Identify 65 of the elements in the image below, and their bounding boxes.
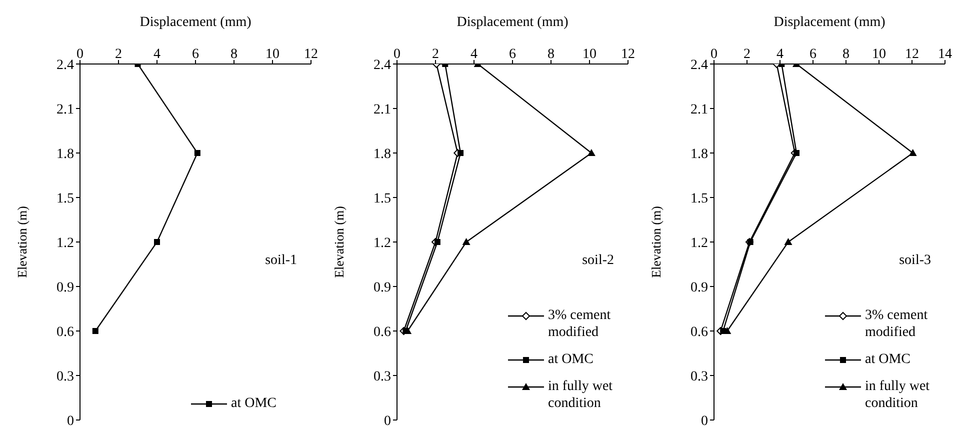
x-tick-label: 4 — [776, 47, 784, 62]
x-tick-label: 0 — [710, 47, 718, 62]
legend-label: in fully wet condition — [865, 378, 931, 412]
y-tick-label: 2.1 — [56, 102, 74, 118]
y-tick-label: 0.6 — [374, 324, 391, 340]
x-tick-label: 10 — [582, 47, 596, 62]
legend-label: at OMC — [231, 395, 278, 412]
x-tick-label: 2 — [115, 47, 122, 62]
y-tick-label: 1.2 — [690, 236, 708, 251]
y-tick-label: 0 — [384, 414, 391, 429]
x-tick-label: 0 — [394, 47, 400, 62]
x-tick-label: 8 — [842, 47, 850, 62]
x-tick-label: 6 — [810, 47, 816, 62]
y-tick-label: 1.8 — [56, 146, 74, 162]
annotation: soil-2 — [582, 253, 614, 269]
x-axis-title: Displacement (mm) — [456, 14, 569, 30]
y-tick-label: 2.4 — [374, 58, 391, 73]
legend-label: 3% cement modified — [865, 307, 929, 341]
x-tick-label: 4 — [154, 47, 160, 62]
x-tick-label: 2 — [432, 47, 439, 62]
x-tick-label: 10 — [872, 47, 886, 62]
annotation: soil-3 — [899, 253, 931, 269]
legend-label: 3% cement modified — [548, 307, 612, 341]
legend-label: in fully wet condition — [548, 378, 614, 412]
y-axis-title: Elevation (m) — [648, 206, 664, 278]
x-tick-label: 14 — [938, 47, 952, 62]
y-tick-label: 1.5 — [690, 191, 708, 206]
y-tick-label: 2.1 — [690, 102, 708, 118]
y-tick-label: 0.3 — [56, 369, 74, 384]
x-tick-label: 6 — [192, 47, 199, 62]
x-tick-label: 12 — [905, 47, 919, 62]
y-tick-label: 1.8 — [690, 146, 708, 162]
y-tick-label: 0 — [701, 414, 708, 429]
legend-label: at OMC — [865, 351, 912, 368]
y-tick-label: 2.1 — [374, 102, 391, 118]
x-tick-label: 12 — [304, 47, 318, 62]
y-tick-label: 1.2 — [374, 236, 391, 251]
y-tick-label: 1.5 — [374, 191, 391, 206]
x-tick-label: 6 — [509, 47, 516, 62]
y-tick-label: 0.9 — [690, 280, 708, 296]
y-tick-label: 1.2 — [56, 236, 74, 251]
y-tick-label: 0.6 — [56, 324, 74, 340]
y-tick-label: 1.5 — [56, 191, 74, 206]
x-tick-label: 8 — [230, 47, 238, 62]
y-tick-label: 0.6 — [690, 324, 708, 340]
x-tick-label: 8 — [548, 47, 554, 62]
y-tick-label: 0.9 — [56, 280, 74, 296]
y-tick-label: 2.4 — [56, 58, 74, 73]
x-tick-label: 0 — [76, 47, 84, 62]
annotation: soil-1 — [265, 253, 297, 269]
y-tick-label: 0.3 — [374, 369, 391, 384]
x-axis-title: Displacement (mm) — [774, 14, 886, 30]
y-tick-label: 0.9 — [374, 280, 391, 296]
x-tick-label: 10 — [266, 47, 280, 62]
legend-label: at OMC — [548, 351, 594, 368]
y-tick-label: 2.4 — [690, 58, 708, 73]
y-tick-label: 0.3 — [690, 369, 708, 384]
x-tick-label: 12 — [621, 47, 635, 62]
y-tick-label: 0 — [67, 414, 74, 429]
y-axis-title: Elevation (m) — [332, 206, 347, 278]
x-tick-label: 2 — [744, 47, 750, 62]
x-tick-label: 4 — [470, 47, 478, 62]
y-axis-title: Elevation (m) — [14, 206, 30, 278]
y-tick-label: 1.8 — [374, 146, 391, 162]
x-axis-title: Displacement (mm) — [140, 14, 252, 30]
